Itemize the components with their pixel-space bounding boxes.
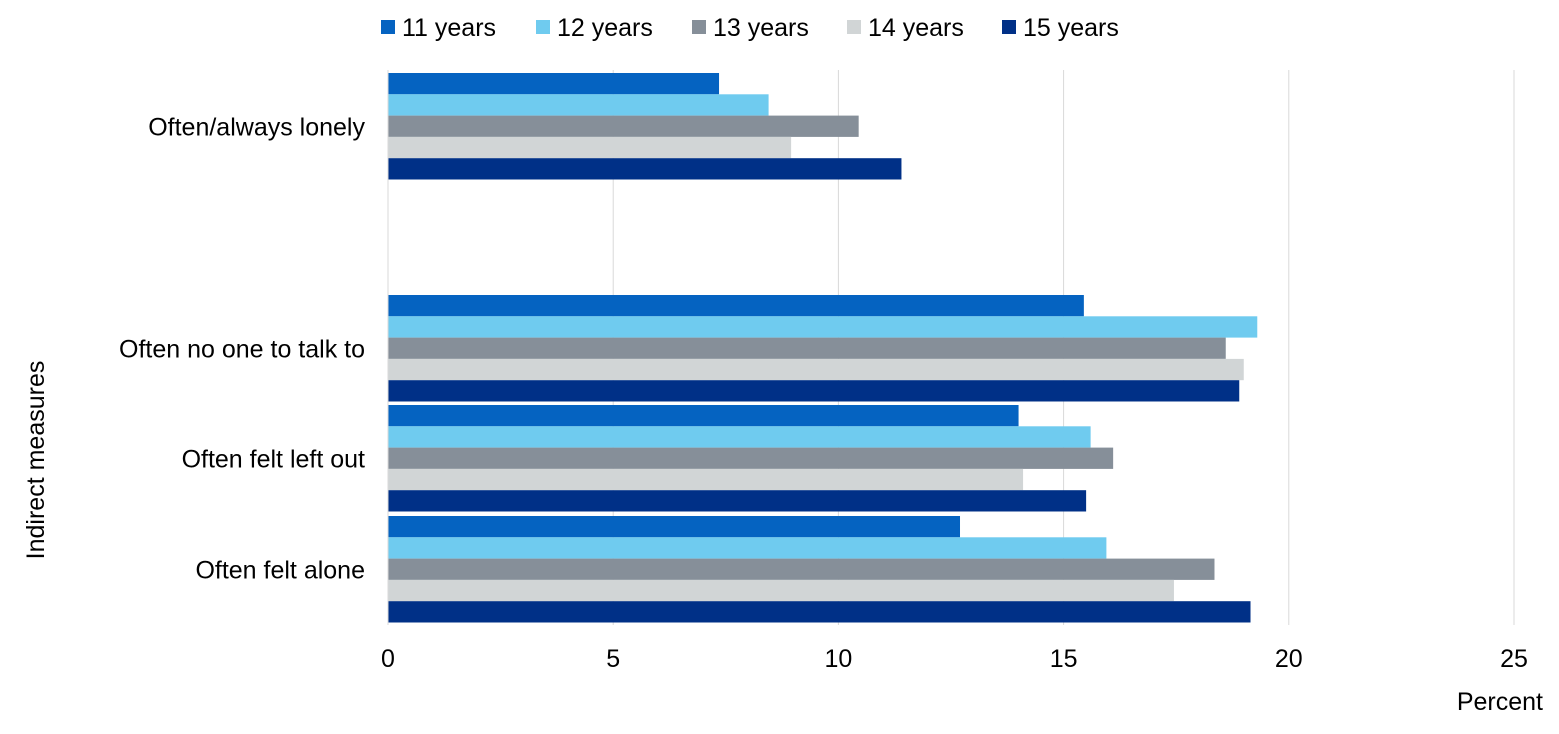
- legend-swatch: [1002, 20, 1016, 34]
- category-label: Often no one to talk to: [119, 335, 365, 363]
- bar-14-years-4: [388, 579, 1174, 602]
- bar-13-years-4: [388, 558, 1215, 580]
- x-axis-title: Percent: [1457, 688, 1543, 716]
- bar-12-years-2: [388, 316, 1258, 338]
- bar-11-years-1: [388, 73, 720, 95]
- x-tick-labels: 0 5 10 15 20 25: [381, 645, 1528, 673]
- bar-14-years-1: [388, 136, 792, 159]
- bar-11-years-2: [388, 295, 1084, 317]
- bar-11-years-3: [388, 405, 1019, 427]
- bar-11-years-4: [388, 516, 961, 538]
- category-label: Often/always lonely: [148, 113, 365, 141]
- x-tick-label: 15: [1050, 645, 1078, 673]
- legend-swatch: [381, 20, 395, 34]
- legend-swatch: [847, 20, 861, 34]
- bar-15-years-4: [388, 601, 1251, 623]
- bar-13-years-1: [388, 115, 859, 137]
- x-tick-label: 5: [606, 645, 620, 673]
- bar-14-years-2: [388, 358, 1244, 381]
- x-tick-label: 10: [824, 645, 852, 673]
- category-label: Often felt alone: [195, 556, 365, 584]
- bar-12-years-3: [388, 426, 1091, 448]
- x-tick-label: 0: [381, 645, 395, 673]
- bar-15-years-3: [388, 490, 1087, 512]
- y-axis-title: Indirect measures: [22, 361, 50, 560]
- bar-13-years-2: [388, 337, 1226, 359]
- legend-label: 15 years: [1023, 14, 1119, 42]
- legend-swatch: [536, 20, 550, 34]
- x-tick-label: 25: [1500, 645, 1528, 673]
- legend-label: 11 years: [402, 14, 496, 42]
- legend-label: 14 years: [868, 14, 964, 42]
- x-tick-label: 20: [1275, 645, 1303, 673]
- bar-12-years-1: [388, 94, 769, 116]
- legend-label: 12 years: [557, 14, 653, 42]
- bar-15-years-1: [388, 158, 902, 180]
- category-labels: Often/always lonely Often no one to talk …: [119, 113, 365, 584]
- legend-label: 13 years: [713, 14, 809, 42]
- bars: [387, 70, 1258, 625]
- bar-13-years-3: [388, 447, 1114, 469]
- category-label: Often felt left out: [182, 445, 365, 473]
- bar-12-years-4: [388, 537, 1107, 559]
- bar-14-years-3: [388, 468, 1024, 491]
- legend-swatch: [692, 20, 706, 34]
- legend: 11 years 12 years 13 years 14 years 15 years: [381, 14, 1119, 42]
- bar-15-years-2: [388, 380, 1240, 402]
